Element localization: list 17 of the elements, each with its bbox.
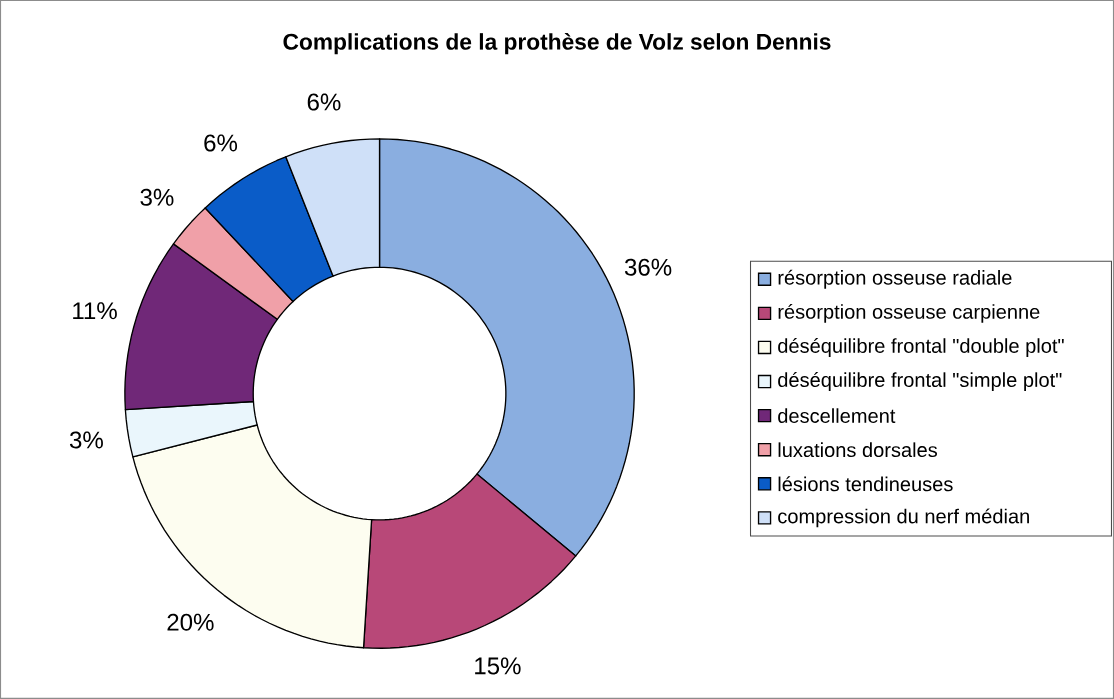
legend-label: résorption osseuse carpienne [778, 303, 1040, 323]
legend-label: résorption osseuse radiale [778, 269, 1012, 289]
legend-label: compression du nerf médian [778, 508, 1029, 528]
data-label: 15% [475, 657, 521, 675]
legend-label: déséquilibre frontal "simple plot" [778, 372, 1062, 392]
legend-label: luxations dorsales [778, 442, 938, 458]
data-label: 20% [167, 613, 214, 631]
legend-label: descellement [778, 408, 896, 424]
legend-label: déséquilibre frontal "double plot" [778, 338, 1064, 357]
data-label: 6% [204, 134, 238, 152]
data-label: 11% [73, 302, 117, 320]
legend-label: lésions tendineuses [778, 476, 953, 492]
data-label: 6% [307, 93, 341, 111]
chart-title: Complications de la prothèse de Volz selon Dennis [283, 33, 831, 55]
data-label: 3% [69, 431, 103, 449]
data-label: 36% [624, 258, 672, 276]
data-label: 3% [140, 188, 174, 206]
